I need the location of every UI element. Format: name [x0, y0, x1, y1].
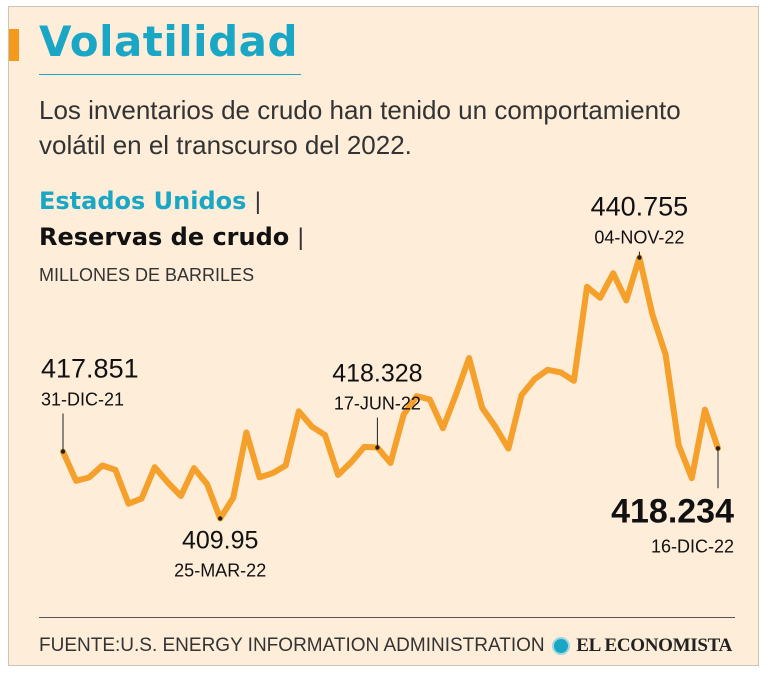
units-label: MILLONES DE BARRILES — [39, 265, 255, 285]
subtitle: Los inventarios de crudo han tenido un c… — [39, 95, 681, 160]
annotation-date: 31-DIC-21 — [41, 390, 124, 410]
annotation-date: 17-JUN-22 — [334, 394, 421, 414]
annotation-value: 417.851 — [41, 354, 139, 384]
annotation-point — [218, 516, 223, 521]
label-separator: | — [254, 188, 262, 215]
title-underline — [39, 74, 301, 75]
series-label-text: Reservas de crudo — [39, 223, 290, 251]
brand-name: EL ECONOMISTA — [576, 635, 732, 656]
footer-divider — [39, 617, 735, 618]
annotation-date: 16-DIC-22 — [651, 536, 734, 556]
accent-bar — [9, 29, 19, 61]
annotation-date: 25-MAR-22 — [174, 560, 266, 580]
country-label-text: Estados Unidos — [39, 187, 247, 215]
annotation-value: 418.234 — [611, 492, 734, 530]
annotation-value: 409.95 — [182, 526, 258, 554]
source-note: FUENTE:U.S. ENERGY INFORMATION ADMINISTR… — [39, 635, 545, 656]
annotation-point — [715, 446, 721, 451]
annotation-value: 418.328 — [332, 360, 422, 388]
annotation-point — [60, 449, 66, 454]
brand-logo: EL ECONOMISTA — [552, 635, 732, 657]
annotation-point — [375, 445, 380, 450]
infographic-card: Volatilidad Los inventarios de crudo han… — [8, 6, 759, 666]
series-line-estados-unidos — [60, 254, 721, 522]
globe-icon — [552, 637, 571, 655]
label-separator: | — [297, 224, 304, 251]
line-chart: 417.851 31-DIC-21 409.95 25-MAR-22 418.328 17… — [41, 192, 734, 581]
country-label: Estados Unidos | — [39, 187, 261, 216]
annotation-value: 440.755 — [591, 192, 689, 222]
annotation-date: 04-NOV-22 — [594, 228, 684, 248]
annotation-point — [637, 255, 642, 260]
page-title: Volatilidad — [39, 17, 299, 66]
series-label: Reservas de crudo | — [39, 223, 304, 252]
